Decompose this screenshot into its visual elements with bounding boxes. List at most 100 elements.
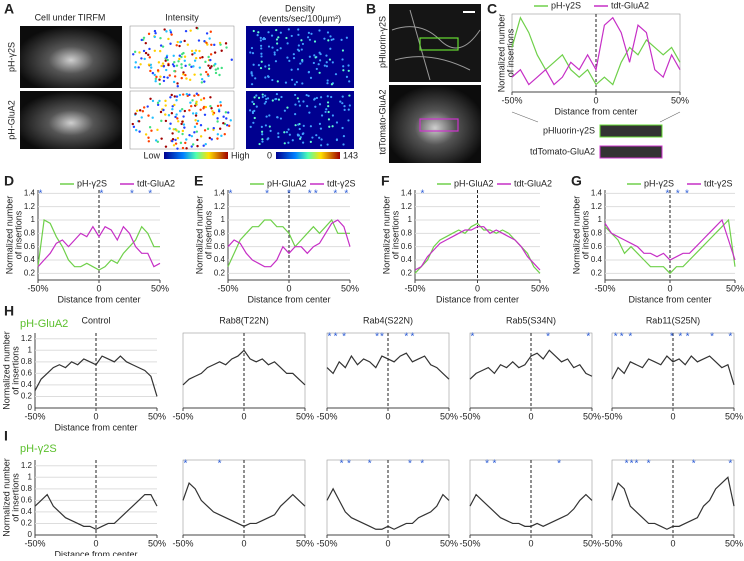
- density-dot: [260, 130, 264, 133]
- event-dot: [203, 80, 206, 83]
- density-dot: [259, 36, 262, 39]
- density-dot: [318, 103, 322, 106]
- density-dot: [248, 109, 252, 112]
- event-dot: [227, 111, 230, 114]
- event-dot: [200, 81, 204, 84]
- significance-mark: *: [470, 332, 474, 343]
- colorbar-label: High: [231, 150, 250, 160]
- panel-label: G: [571, 173, 582, 189]
- row-label: pH-γ2S: [6, 42, 16, 72]
- event-dot: [213, 43, 216, 47]
- event-dot: [162, 65, 166, 68]
- density-dot: [307, 31, 310, 34]
- event-dot: [144, 51, 148, 55]
- event-dot: [132, 125, 136, 129]
- event-dot: [148, 47, 151, 51]
- density-dot: [330, 95, 333, 99]
- event-dot: [217, 110, 221, 113]
- event-dot: [147, 136, 150, 139]
- density-dot: [264, 94, 267, 97]
- density-dot: [290, 68, 293, 71]
- significance-mark: *: [410, 332, 414, 343]
- density-dot: [294, 103, 297, 106]
- event-dot: [178, 57, 181, 61]
- density-dot: [263, 102, 266, 105]
- density-dot: [283, 131, 286, 134]
- density-dot: [313, 40, 317, 43]
- event-dot: [184, 73, 187, 77]
- density-dot: [268, 67, 271, 70]
- x-axis-label: Distance from center: [247, 294, 330, 304]
- density-dot: [297, 33, 300, 36]
- event-dot: [207, 64, 210, 67]
- density-dot: [276, 116, 279, 119]
- event-dot: [175, 95, 179, 98]
- event-dot: [193, 94, 196, 97]
- event-dot: [140, 116, 143, 119]
- y-tick-label: 0.4: [214, 255, 226, 264]
- y-axis-label: of insertions: [13, 210, 23, 259]
- density-dot: [252, 29, 255, 33]
- significance-mark: *: [546, 332, 550, 343]
- event-dot: [185, 92, 189, 96]
- density-dot: [296, 97, 299, 100]
- event-dot: [220, 134, 223, 138]
- event-dot: [203, 40, 206, 43]
- panel-label: B: [366, 1, 376, 17]
- x-tick-label: 0: [528, 538, 533, 548]
- event-dot: [179, 141, 183, 145]
- event-dot: [149, 63, 153, 66]
- event-dot: [203, 129, 207, 132]
- event-dot: [147, 32, 151, 36]
- density-dot: [326, 101, 330, 104]
- event-dot: [190, 49, 194, 53]
- event-dot: [146, 105, 149, 108]
- density-dot: [276, 80, 279, 83]
- event-dot: [171, 105, 174, 108]
- density-dot: [256, 34, 259, 37]
- event-dot: [181, 129, 185, 133]
- density-dot: [348, 104, 351, 107]
- event-dot: [209, 105, 212, 108]
- density-dot: [271, 99, 274, 102]
- event-dot: [138, 130, 141, 133]
- event-dot: [169, 96, 172, 99]
- density-dot: [299, 137, 302, 140]
- x-tick-label: 50%: [440, 538, 458, 548]
- event-dot: [143, 57, 146, 61]
- event-dot: [161, 62, 165, 65]
- event-dot: [174, 142, 178, 145]
- legend-label: tdt-GluA2: [137, 178, 175, 188]
- density-dot: [318, 71, 321, 74]
- y-tick-label: 1.2: [591, 202, 603, 211]
- density-dot: [301, 60, 304, 63]
- event-dot: [212, 126, 215, 130]
- significance-mark: *: [327, 332, 331, 343]
- density-dot: [326, 79, 329, 82]
- density-dot: [326, 31, 330, 34]
- density-dot: [259, 66, 263, 70]
- event-dot: [142, 49, 146, 53]
- density-dot: [318, 136, 321, 139]
- y-tick-label: 0.8: [24, 228, 36, 237]
- event-dot: [216, 104, 220, 108]
- y-axis-label: Normalized number: [4, 196, 14, 275]
- panel-label: C: [487, 1, 497, 17]
- legend-label: tdt-GluA2: [514, 178, 552, 188]
- event-dot: [160, 137, 163, 140]
- density-dot: [251, 100, 254, 103]
- event-dot: [173, 60, 176, 64]
- event-dot: [138, 51, 141, 54]
- x-tick-label: -50%: [501, 95, 522, 105]
- event-dot: [147, 114, 150, 117]
- y-tick-label: 1: [31, 215, 36, 224]
- event-dot: [159, 36, 162, 40]
- series-line: [227, 219, 351, 268]
- event-dot: [176, 136, 180, 140]
- event-dot: [210, 43, 213, 47]
- density-dot: [286, 106, 289, 109]
- significance-mark: *: [620, 332, 624, 343]
- event-dot: [210, 65, 213, 68]
- density-dot: [308, 111, 311, 114]
- event-dot: [191, 99, 194, 102]
